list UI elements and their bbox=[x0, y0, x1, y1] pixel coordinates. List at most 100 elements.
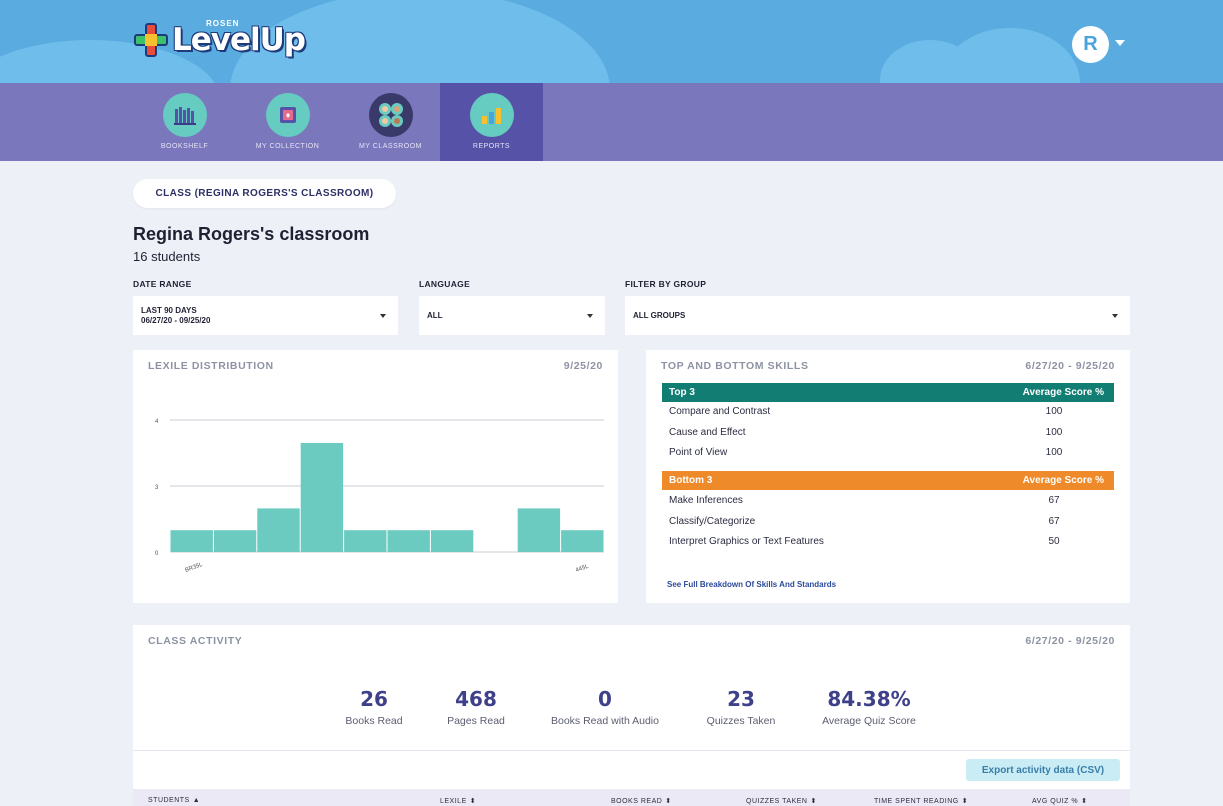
skill-name: Classify/Categorize bbox=[669, 516, 756, 527]
classroom-icon bbox=[368, 93, 413, 137]
nav-label: BOOKSHELF bbox=[160, 143, 209, 150]
histogram-bar bbox=[517, 508, 561, 552]
sort-icon: ⬍ bbox=[469, 798, 477, 805]
skill-name: Point of View bbox=[669, 447, 728, 458]
language-select[interactable]: ALL bbox=[419, 296, 605, 335]
chevron-down-icon bbox=[587, 314, 593, 318]
user-avatar[interactable]: R bbox=[1072, 26, 1109, 63]
class-activity-card: CLASS ACTIVITY 6/27/20 - 9/25/20 bbox=[133, 625, 1130, 806]
skill-row: Classify/Categorize 67 bbox=[669, 516, 1069, 527]
column-header-books-read[interactable]: BOOKS READ ⬍ bbox=[611, 797, 672, 805]
divider bbox=[133, 750, 1130, 751]
column-label: LEXILE bbox=[440, 798, 467, 805]
date-range-select[interactable]: LAST 90 DAYS 06/27/20 - 09/25/20 bbox=[133, 296, 398, 335]
column-label: STUDENTS bbox=[148, 797, 190, 804]
skill-row: Cause and Effect 100 bbox=[669, 427, 1069, 438]
column-header-quizzes-taken[interactable]: QUIZZES TAKEN ⬍ bbox=[746, 797, 817, 805]
skills-breakdown-link[interactable]: See Full Breakdown Of Skills And Standar… bbox=[667, 580, 837, 589]
stat-label: Books Read with Audio bbox=[551, 715, 659, 727]
column-header-lexile[interactable]: LEXILE ⬍ bbox=[440, 797, 476, 805]
stat-value: 84.38% bbox=[827, 687, 911, 711]
bottom-skills-label: Bottom 3 bbox=[669, 475, 713, 486]
nav-item-my-classroom[interactable]: MY CLASSROOM bbox=[339, 83, 442, 161]
skill-row: Point of View 100 bbox=[669, 447, 1069, 458]
column-label: QUIZZES TAKEN bbox=[746, 798, 808, 805]
column-header-students[interactable]: STUDENTS ▲ bbox=[148, 797, 200, 804]
sort-icon: ⬍ bbox=[810, 798, 817, 805]
logo-text: LevelUp bbox=[172, 22, 306, 58]
nav-item-my-collection[interactable]: MY COLLECTION bbox=[236, 83, 339, 161]
page-title: Regina Rogers's classroom bbox=[133, 224, 370, 244]
stat-label: Average Quiz Score bbox=[822, 715, 916, 727]
nav-label: MY COLLECTION bbox=[255, 143, 320, 150]
activity-table-header: STUDENTS ▲ LEXILE ⬍ BOOKS READ ⬍ QUIZZES TA… bbox=[133, 789, 1130, 806]
sort-icon: ⬍ bbox=[961, 798, 969, 805]
export-csv-button[interactable]: Export activity data (CSV) bbox=[966, 759, 1120, 781]
date-range-label: DATE RANGE bbox=[133, 279, 192, 289]
skill-name: Compare and Contrast bbox=[669, 406, 771, 417]
skill-score: 100 bbox=[1045, 447, 1063, 458]
card-title: LEXILE DISTRIBUTION bbox=[148, 360, 274, 372]
nav-item-reports[interactable]: REPORTS bbox=[440, 83, 543, 161]
stat-label: Pages Read bbox=[447, 715, 505, 727]
language-label: LANGUAGE bbox=[419, 279, 471, 289]
skill-score: 67 bbox=[1048, 495, 1060, 506]
stat-label: Books Read bbox=[345, 715, 403, 727]
skill-row: Make Inferences 67 bbox=[669, 495, 1069, 506]
skill-score: 100 bbox=[1045, 406, 1063, 417]
score-column-label: Average Score % bbox=[1022, 475, 1104, 486]
chevron-down-icon bbox=[380, 314, 386, 318]
nav-item-bookshelf[interactable]: BOOKSHELF bbox=[133, 83, 236, 161]
bottom-skills-header: Bottom 3 Average Score % bbox=[662, 471, 1114, 490]
histogram-bar bbox=[300, 443, 344, 552]
top-skills-label: Top 3 bbox=[669, 387, 695, 398]
group-filter-select[interactable]: ALL GROUPS bbox=[625, 296, 1130, 335]
card-date: 6/27/20 - 9/25/20 bbox=[1025, 635, 1115, 647]
skill-score: 100 bbox=[1045, 427, 1063, 438]
plus-logo-icon bbox=[134, 23, 168, 57]
chevron-down-icon[interactable] bbox=[1115, 40, 1125, 46]
x-tick-label: 445L bbox=[575, 563, 590, 573]
main-nav: BOOKSHELF MY COLLECTION MY CLASSROOM REP… bbox=[0, 83, 1223, 161]
date-range-preset: LAST 90 DAYS bbox=[141, 305, 197, 315]
column-label: TIME SPENT READING bbox=[874, 798, 959, 805]
stat-pages-read: 468 Pages Read bbox=[436, 687, 516, 727]
top-skills-header: Top 3 Average Score % bbox=[662, 383, 1114, 402]
skill-row: Compare and Contrast 100 bbox=[669, 406, 1069, 417]
levelup-logo[interactable]: ROSEN LevelUp bbox=[134, 19, 306, 58]
group-filter-label: FILTER BY GROUP bbox=[625, 279, 707, 289]
card-title: TOP AND BOTTOM SKILLS bbox=[661, 360, 809, 372]
column-label: AVG QUIZ % bbox=[1032, 798, 1079, 805]
column-header-time-spent[interactable]: TIME SPENT READING ⬍ bbox=[874, 797, 968, 805]
logo-small-text: ROSEN bbox=[206, 19, 240, 28]
stat-quizzes-taken: 23 Quizzes Taken bbox=[701, 687, 781, 727]
lexile-distribution-card: LEXILE DISTRIBUTION 9/25/20 0 3 4 BR35L 445L bbox=[133, 350, 618, 603]
language-value: ALL bbox=[427, 311, 443, 320]
stat-label: Quizzes Taken bbox=[706, 715, 776, 727]
y-tick-label: 3 bbox=[155, 485, 159, 491]
x-tick-label: BR35L bbox=[184, 562, 204, 574]
app-header: ROSEN LevelUp R bbox=[0, 0, 1223, 83]
reports-icon bbox=[469, 93, 514, 137]
stat-value: 468 bbox=[455, 687, 497, 711]
lexile-chart: 0 3 4 BR35L 445L bbox=[155, 419, 604, 574]
card-date: 9/25/20 bbox=[563, 360, 603, 372]
skill-name: Interpret Graphics or Text Features bbox=[669, 536, 824, 547]
sort-icon: ⬍ bbox=[1081, 798, 1088, 805]
bookshelf-icon bbox=[162, 93, 207, 137]
y-tick-label: 4 bbox=[155, 419, 159, 425]
nav-label: MY CLASSROOM bbox=[358, 143, 423, 150]
card-title: CLASS ACTIVITY bbox=[148, 635, 243, 647]
sort-ascending-icon: ▲ bbox=[192, 797, 201, 804]
histogram-bar bbox=[344, 530, 387, 552]
sort-icon: ⬍ bbox=[665, 798, 672, 805]
histogram-bar bbox=[561, 530, 604, 552]
chevron-down-icon bbox=[1112, 314, 1118, 318]
class-selector-button[interactable]: CLASS (REGINA ROGERS'S CLASSROOM) bbox=[133, 179, 396, 208]
score-column-label: Average Score % bbox=[1022, 387, 1104, 398]
y-tick-label: 0 bbox=[155, 551, 159, 557]
column-header-avg-quiz[interactable]: AVG QUIZ % ⬍ bbox=[1032, 797, 1087, 805]
skill-name: Cause and Effect bbox=[669, 427, 746, 438]
date-range-dates: 06/27/20 - 09/25/20 bbox=[141, 315, 211, 325]
stat-books-read: 26 Books Read bbox=[334, 687, 414, 727]
